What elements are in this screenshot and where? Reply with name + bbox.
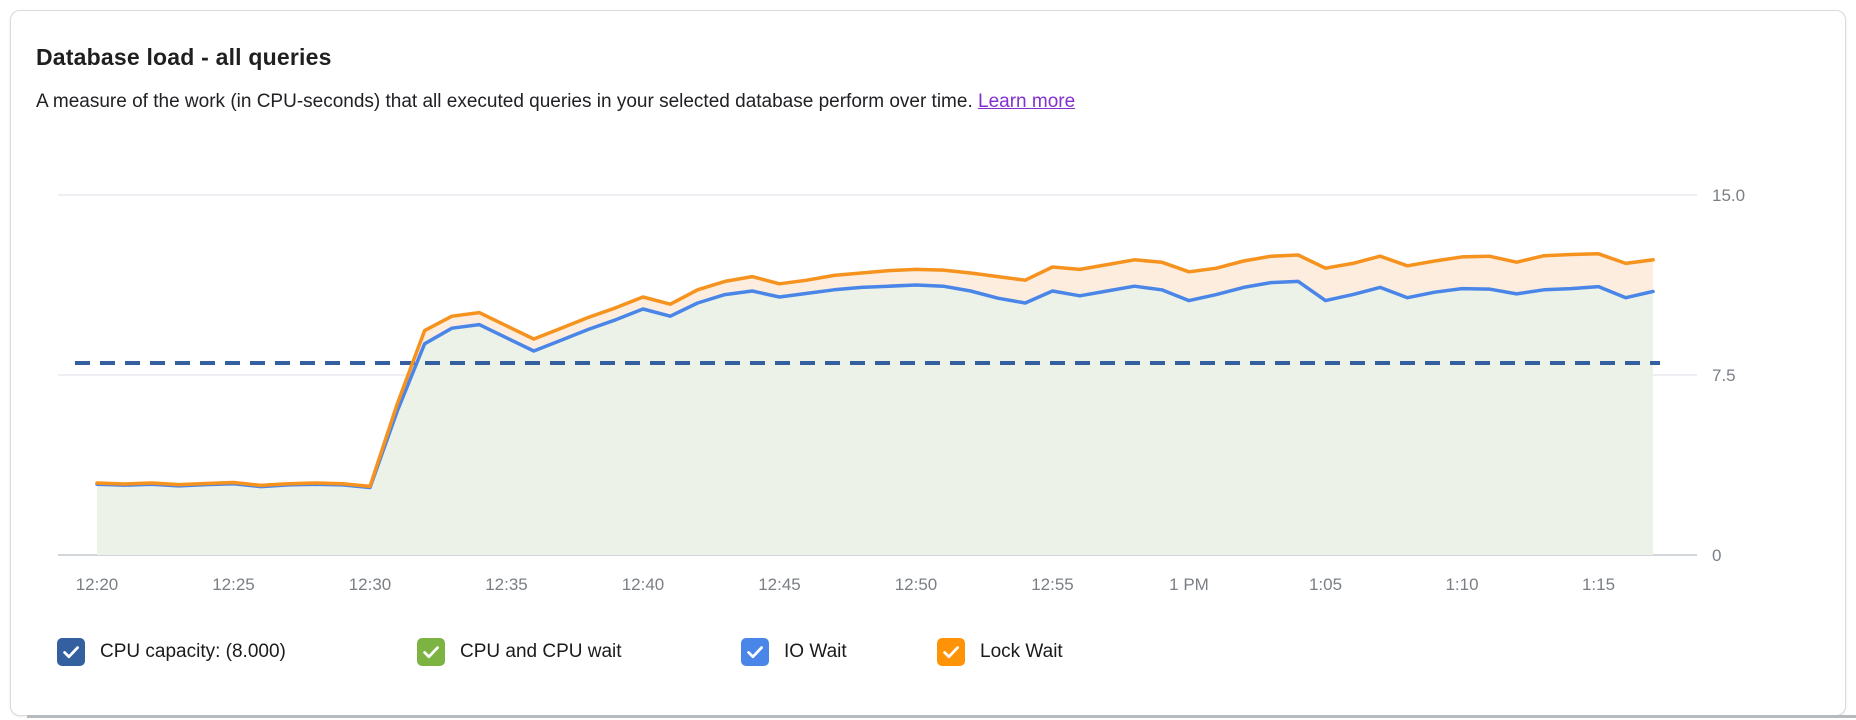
lock-wait-line: [95, 252, 1655, 489]
checkmark-icon: [423, 646, 439, 659]
page-title: Database load - all queries: [36, 44, 332, 70]
y-tick-label: 15.0: [1712, 186, 1745, 205]
legend-item-label: IO Wait: [784, 641, 847, 662]
legend-item-io-wait[interactable]: IO Wait: [741, 637, 847, 667]
x-tick-label: 12:55: [1031, 575, 1074, 594]
x-tick-label: 12:25: [212, 575, 255, 594]
legend-item-cpu-capacity[interactable]: CPU capacity: (8.000): [57, 637, 286, 667]
cpu-and-cpu-wait-area: [97, 281, 1654, 555]
legend-item-label: CPU and CPU wait: [460, 641, 622, 662]
x-tick-label: 12:50: [895, 575, 938, 594]
checkbox-cpu-and-cpu-wait[interactable]: [417, 638, 445, 666]
legend-item-label: CPU capacity: (8.000): [100, 641, 286, 662]
x-tick-label: 12:35: [485, 575, 528, 594]
legend-item-cpu-and-cpu-wait[interactable]: CPU and CPU wait: [417, 637, 622, 667]
x-tick-label: 12:30: [349, 575, 392, 594]
x-tick-label: 12:40: [622, 575, 665, 594]
bottom-divider: [27, 715, 1856, 718]
checkmark-icon: [943, 646, 959, 659]
legend-item-label: Lock Wait: [980, 641, 1063, 662]
legend-item-lock-wait[interactable]: Lock Wait: [937, 637, 1063, 667]
x-tick-label: 12:45: [758, 575, 801, 594]
checkmark-icon: [63, 646, 79, 659]
checkbox-lock-wait[interactable]: [937, 638, 965, 666]
y-tick-label: 7.5: [1712, 366, 1736, 385]
checkbox-io-wait[interactable]: [741, 638, 769, 666]
y-tick-label: 0: [1712, 546, 1721, 565]
x-tick-label: 1 PM: [1169, 575, 1209, 594]
checkmark-icon: [747, 646, 763, 659]
x-tick-label: 1:10: [1445, 575, 1478, 594]
checkbox-cpu-capacity[interactable]: [57, 638, 85, 666]
page-subtitle: A measure of the work (in CPU-seconds) t…: [36, 91, 1075, 113]
x-tick-label: 1:05: [1309, 575, 1342, 594]
chart-canvas[interactable]: 15.0 7.5 0 12:20 12:25 12:30 12:35 12:40 12:45 12…: [0, 140, 1856, 605]
learn-more-link[interactable]: Learn more: [978, 91, 1076, 112]
lock-wait-area: [97, 253, 1654, 488]
x-tick-label: 12:20: [76, 575, 119, 594]
x-tick-label: 1:15: [1582, 575, 1615, 594]
subtitle-text: A measure of the work (in CPU-seconds) t…: [36, 91, 973, 112]
